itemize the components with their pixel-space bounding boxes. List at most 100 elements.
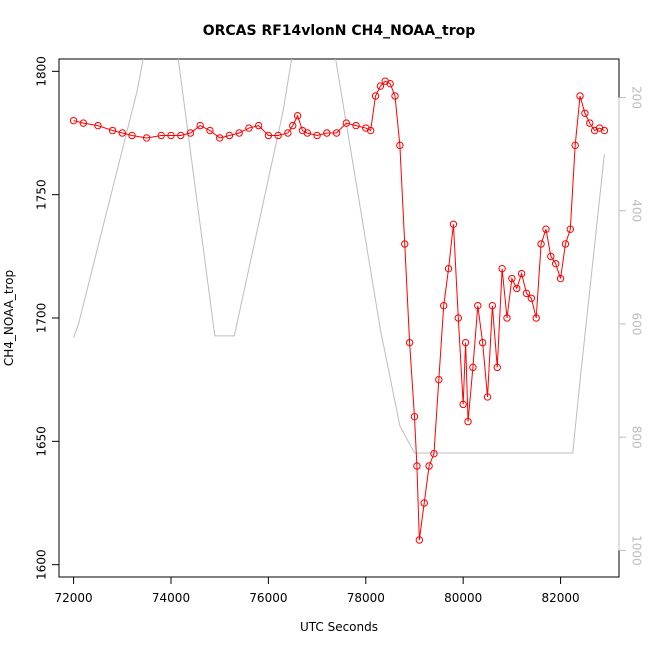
data-point	[332, 129, 341, 137]
data-point	[493, 363, 501, 372]
data-point	[483, 393, 492, 401]
x-tick-label: 82000	[541, 591, 579, 605]
x-axis-label: UTC Seconds	[300, 620, 378, 634]
data-point	[94, 121, 102, 130]
data-point	[108, 126, 117, 135]
data-point	[551, 260, 560, 268]
y2-axis: 200 400 600 800 1000	[618, 86, 644, 566]
data-point	[581, 109, 589, 117]
data-point	[254, 121, 263, 130]
data-point	[474, 301, 482, 310]
data-point	[215, 134, 224, 142]
data-point	[342, 119, 351, 127]
data-point	[186, 129, 195, 137]
data-point	[284, 129, 292, 137]
data-point	[415, 536, 424, 544]
data-point	[454, 314, 463, 322]
data-point	[157, 131, 165, 140]
series-primary	[69, 77, 609, 544]
data-point	[413, 462, 421, 470]
primary-series-line	[73, 80, 605, 541]
x-tick-label: 78000	[347, 591, 385, 605]
data-point	[542, 225, 550, 233]
data-point	[410, 412, 419, 421]
data-point	[245, 124, 253, 132]
data-point	[508, 274, 516, 283]
data-point	[600, 126, 609, 135]
data-point	[206, 126, 214, 135]
data-point	[513, 284, 521, 293]
data-point	[488, 301, 497, 310]
y-tick-label: 1600	[35, 549, 49, 580]
y-tick-label: 1650	[35, 426, 49, 457]
data-point	[561, 240, 570, 248]
data-point	[566, 225, 575, 233]
data-point	[352, 121, 360, 130]
x-axis: 72000 74000 76000 78000 80000 82000	[55, 576, 580, 605]
y-axis-label: CH4_NOAA_trop	[2, 270, 16, 366]
data-point	[405, 338, 414, 347]
y-tick-label: 1750	[35, 179, 49, 210]
data-point	[293, 112, 302, 120]
data-point	[439, 301, 448, 310]
data-point	[79, 119, 88, 127]
data-point	[576, 92, 584, 100]
data-point	[396, 141, 404, 150]
data-point	[459, 400, 467, 409]
data-point	[386, 79, 394, 88]
data-point	[177, 131, 185, 140]
data-point	[503, 314, 511, 322]
data-point	[366, 126, 375, 135]
secondary-series-line	[73, 59, 605, 454]
y2-tick-label: 800	[630, 426, 644, 449]
data-point	[556, 274, 565, 283]
x-tick-label: 72000	[55, 591, 93, 605]
data-point	[425, 462, 433, 470]
data-point	[586, 119, 594, 127]
data-point	[532, 314, 540, 322]
data-point	[444, 264, 453, 273]
data-point	[235, 129, 243, 137]
y-tick-label: 1800	[35, 56, 49, 87]
data-point	[517, 269, 526, 278]
y2-tick-label: 1000	[630, 535, 644, 566]
data-point	[303, 129, 312, 137]
data-point	[527, 294, 536, 302]
data-point	[391, 92, 399, 100]
data-point	[435, 375, 443, 384]
data-point	[449, 220, 458, 228]
x-tick-label: 80000	[444, 591, 482, 605]
y-axis: 1600 1650 1700 1750 1800	[35, 56, 60, 580]
data-point	[167, 131, 175, 140]
y2-tick-label: 400	[630, 199, 644, 222]
y2-tick-label: 200	[630, 86, 644, 109]
plot-area-frame	[58, 58, 620, 578]
data-point	[478, 338, 487, 347]
data-point	[461, 338, 470, 347]
x-tick-label: 74000	[152, 591, 190, 605]
data-point	[469, 363, 477, 372]
y-tick-label: 1700	[35, 303, 49, 334]
data-point	[498, 264, 506, 273]
data-point	[430, 449, 438, 458]
x-tick-label: 76000	[249, 591, 287, 605]
data-point	[289, 121, 297, 130]
data-point	[142, 134, 151, 142]
data-point	[128, 131, 136, 140]
data-point	[537, 240, 545, 248]
data-point	[371, 92, 380, 100]
y2-tick-label: 600	[630, 312, 644, 335]
data-point	[323, 129, 331, 137]
data-point	[401, 240, 409, 248]
data-point	[547, 252, 555, 261]
data-point	[118, 129, 127, 137]
data-point	[264, 131, 273, 140]
data-point	[376, 82, 385, 90]
chart-title: ORCAS RF14vlonN CH4_NOAA_trop	[203, 23, 476, 39]
series-secondary	[73, 59, 605, 454]
data-point	[225, 131, 234, 140]
data-point	[571, 141, 579, 150]
data-point	[313, 131, 321, 140]
data-point	[464, 417, 472, 426]
